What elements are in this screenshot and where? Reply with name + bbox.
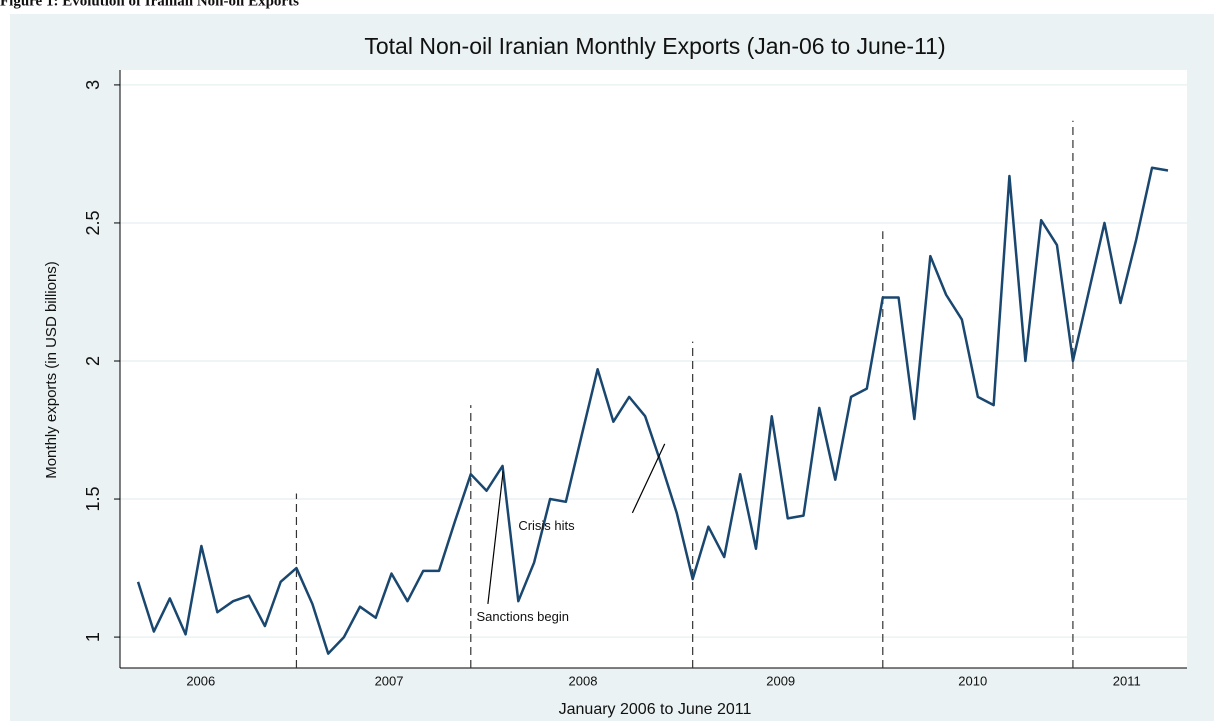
x-tick-label: 2006 (186, 673, 215, 688)
y-axis-label: Monthly exports (in USD billions) (43, 261, 60, 479)
y-tick-label: 1.5 (83, 487, 103, 512)
x-tick-label: 2008 (569, 673, 598, 688)
caption: Figure 1: Evolution of Iranian Non-oil E… (0, 0, 299, 9)
annotation: Crisis hits (518, 518, 575, 533)
x-tick-label: 2009 (766, 673, 795, 688)
x-tick-label: 2010 (958, 673, 987, 688)
annotation: Sanctions begin (476, 609, 569, 624)
y-tick-label: 1 (83, 632, 103, 642)
annotation-pointer (631, 443, 666, 514)
x-tick-label: 2011 (1113, 673, 1141, 688)
plot-area (120, 70, 1187, 668)
data-line (136, 166, 1169, 655)
annotation-pointer (487, 471, 504, 605)
chart-title: Total Non-oil Iranian Monthly Exports (J… (364, 33, 945, 59)
x-tick-label: 2007 (375, 673, 404, 688)
y-tick-label: 2 (83, 356, 103, 366)
y-tick-label: 3 (83, 80, 103, 90)
x-axis-label: January 2006 to June 2011 (559, 701, 752, 718)
y-tick-label: 2.5 (83, 210, 103, 235)
